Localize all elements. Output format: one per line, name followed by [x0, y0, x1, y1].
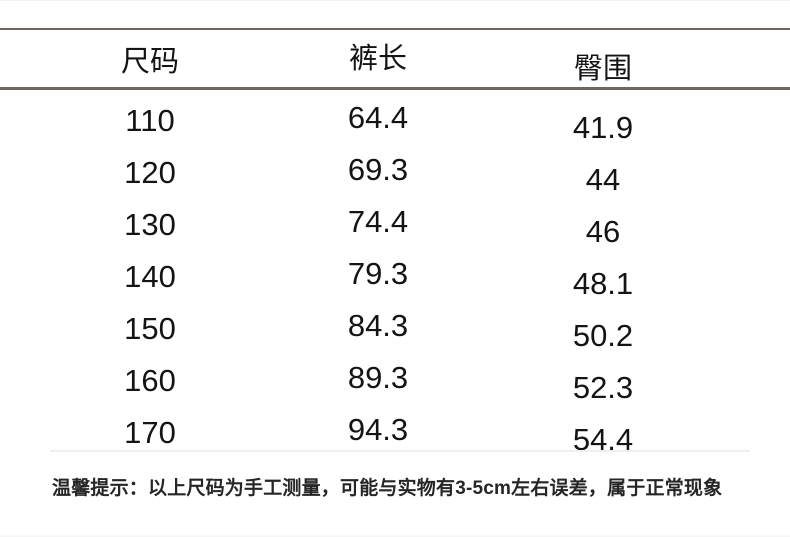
- hip-cell: 54.4: [572, 422, 634, 457]
- header-pants-length: 裤长: [348, 42, 407, 75]
- table-row: 110 64.4 41.9: [0, 95, 750, 147]
- hip-cell: 52.3: [572, 370, 634, 405]
- table-row: 140 79.3 48.1: [0, 251, 750, 303]
- size-cell: 140: [124, 259, 176, 294]
- hip-cell: 50.2: [572, 318, 634, 353]
- measurement-disclaimer-note: 温馨提示：以上尺码为手工测量，可能与实物有3-5cm左右误差，属于正常现象: [52, 478, 723, 499]
- header-size: 尺码: [120, 45, 179, 78]
- pants-length-cell: 79.3: [347, 256, 409, 291]
- top-edge-artifact: [0, 0, 790, 1]
- size-cell: 150: [124, 311, 176, 346]
- header-hip: 臀围: [573, 52, 632, 85]
- hip-cell: 41.9: [572, 110, 634, 145]
- size-cell: 170: [124, 415, 176, 450]
- table-row: 130 74.4 46: [0, 199, 750, 251]
- size-cell: 120: [124, 155, 176, 190]
- faint-divider-rule: [50, 450, 750, 452]
- size-cell: 160: [124, 363, 176, 398]
- hip-cell: 44: [585, 162, 621, 197]
- table-row: 150 84.3 50.2: [0, 303, 750, 355]
- pants-length-cell: 84.3: [347, 308, 409, 343]
- pants-length-cell: 94.3: [347, 412, 409, 447]
- pants-length-cell: 74.4: [347, 204, 409, 239]
- table-header-row: 尺码 裤长 臀围: [0, 30, 750, 87]
- table-row: 170 94.3 54.4: [0, 407, 750, 459]
- size-cell: 110: [125, 103, 175, 138]
- pants-length-cell: 69.3: [347, 152, 409, 187]
- pants-length-cell: 89.3: [347, 360, 409, 395]
- table-row: 160 89.3 52.3: [0, 355, 750, 407]
- bottom-edge-artifact: [0, 535, 790, 537]
- table-row: 120 69.3 44: [0, 147, 750, 199]
- header-bottom-rule: [0, 87, 790, 90]
- header-top-rule: [0, 28, 790, 30]
- pants-length-cell: 64.4: [347, 100, 409, 135]
- hip-cell: 48.1: [572, 266, 634, 301]
- size-cell: 130: [124, 207, 176, 242]
- table-body: 110 64.4 41.9 120 69.3 44 130 74.4 46 14…: [0, 95, 750, 459]
- hip-cell: 46: [585, 214, 621, 249]
